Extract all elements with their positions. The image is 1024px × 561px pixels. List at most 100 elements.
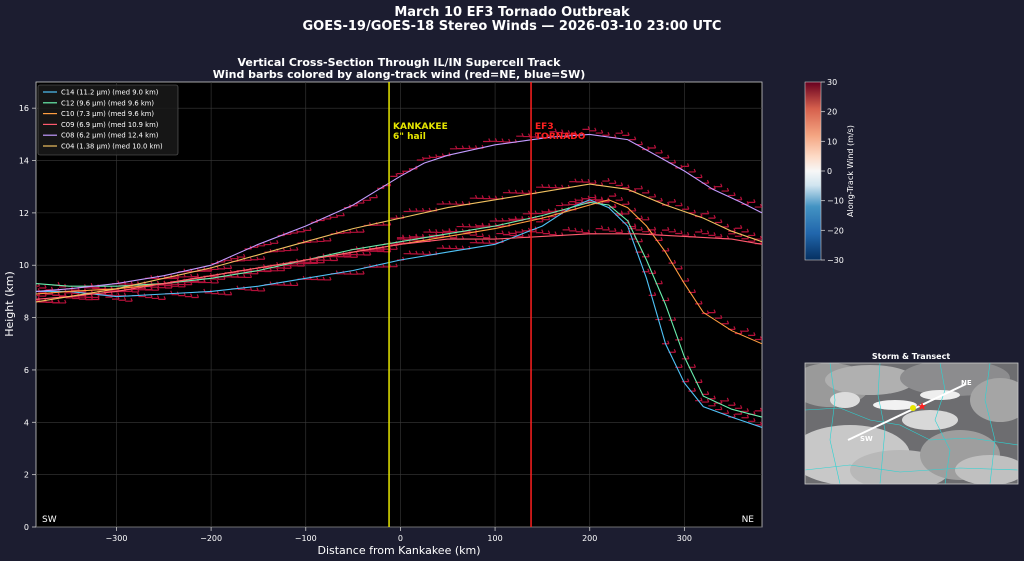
series-lines [36, 133, 762, 429]
series-line [36, 199, 762, 429]
series-line [36, 233, 762, 300]
wind-barb [237, 273, 246, 278]
wind-barb [542, 184, 551, 188]
wind-barb [522, 133, 531, 138]
colorbar-tick-label: 30 [827, 78, 837, 87]
wind-barb [542, 216, 551, 221]
inset-label-ne: NE [961, 379, 972, 387]
wind-barb [516, 228, 524, 233]
wind-barb [370, 194, 378, 199]
wind-barb [324, 276, 332, 281]
wind-barb [489, 138, 498, 142]
wind-barb [721, 320, 730, 325]
wind-barb [112, 292, 120, 297]
wind-barb [85, 294, 94, 298]
wind-barb [516, 189, 524, 194]
wind-barb [714, 233, 723, 238]
wind-barb [284, 264, 292, 269]
wind-barb [734, 405, 743, 409]
wind-barb [522, 190, 531, 194]
wind-barb [741, 228, 750, 233]
wind-barb [688, 387, 697, 392]
wind-barb [469, 194, 478, 199]
wind-barb [748, 199, 756, 204]
wind-barb [509, 232, 518, 237]
wind-barb [648, 193, 657, 198]
wind-barb [562, 130, 571, 134]
wind-barb [608, 192, 617, 197]
wind-barb [681, 378, 690, 383]
wind-barb [257, 287, 266, 292]
y-axis-ticks: 0 2 4 6 8 10 12 14 16 [19, 104, 36, 532]
wind-barb [443, 228, 451, 232]
wind-barb [430, 229, 438, 233]
wind-barb [615, 182, 624, 187]
wind-barb [748, 418, 756, 422]
y-tick-label: 4 [24, 418, 29, 427]
wind-barb [324, 257, 332, 261]
wind-barb [396, 170, 405, 175]
wind-barb [357, 228, 365, 233]
colorbar-label: Along-Track Wind (m/s) [846, 125, 855, 217]
wind-barb [728, 402, 736, 406]
wind-barb [622, 210, 630, 215]
figure-subtitle: GOES-19/GOES-18 Stereo Winds — 2026-03-1… [302, 19, 722, 34]
wind-barb [582, 195, 590, 200]
wind-barb [390, 263, 398, 268]
wind-barb [589, 179, 597, 184]
y-tick-label: 16 [19, 104, 29, 113]
wind-barb [290, 262, 299, 267]
wind-barb [536, 229, 544, 234]
wind-barb [151, 286, 160, 291]
wind-barb [324, 237, 332, 242]
chart-title: Vertical Cross-Section Through IL/IN Sup… [237, 56, 561, 69]
colorbar-tick-label: −20 [827, 226, 844, 235]
wind-barb [317, 276, 325, 281]
wind-barb [271, 240, 279, 244]
wind-barb [483, 222, 491, 227]
series-line [36, 133, 762, 292]
wind-barb [244, 274, 253, 279]
y-tick-label: 2 [24, 471, 29, 480]
wind-barb [224, 257, 233, 261]
wind-barb [158, 284, 166, 289]
wind-barb [502, 231, 511, 236]
wind-barb [423, 251, 431, 255]
wind-barb [695, 174, 703, 179]
wind-barb [575, 228, 584, 233]
annotation-label: EF3 [535, 122, 554, 132]
wind-barb [642, 253, 650, 258]
wind-barb [483, 239, 491, 244]
wind-barb [317, 259, 325, 264]
wind-barb [310, 259, 319, 264]
wind-barb [695, 300, 703, 305]
wind-barb [469, 239, 478, 244]
wind-barb [489, 195, 498, 200]
wind-barb [145, 286, 153, 291]
transect-line [847, 383, 967, 441]
wind-barb [184, 293, 193, 298]
annotation-label: 6" hail [393, 132, 426, 142]
wind-barb [701, 230, 710, 235]
wind-barb [390, 246, 398, 250]
y-axis-label: Height (km) [3, 271, 16, 337]
wind-barb [668, 228, 677, 233]
wind-barb [589, 194, 597, 199]
wind-barb [456, 201, 465, 205]
legend-entry: C14 (11.2 μm) (med 9.0 km) [61, 89, 159, 97]
wind-barb [198, 279, 206, 284]
wind-barb [628, 207, 637, 212]
wind-barb [675, 265, 683, 270]
wind-barb [165, 284, 173, 289]
legend-entry: C08 (6.2 μm) (med 12.4 km) [61, 132, 159, 140]
wind-barb [688, 168, 697, 173]
wind-barb [264, 241, 272, 246]
wind-barb [502, 138, 511, 143]
wind-barb [290, 229, 299, 234]
wind-barb [589, 127, 597, 132]
wind-barb [502, 189, 511, 194]
legend-entry: C09 (6.9 μm) (med 10.9 km) [61, 121, 159, 129]
wind-barb [602, 177, 610, 182]
wind-barb [648, 144, 657, 149]
